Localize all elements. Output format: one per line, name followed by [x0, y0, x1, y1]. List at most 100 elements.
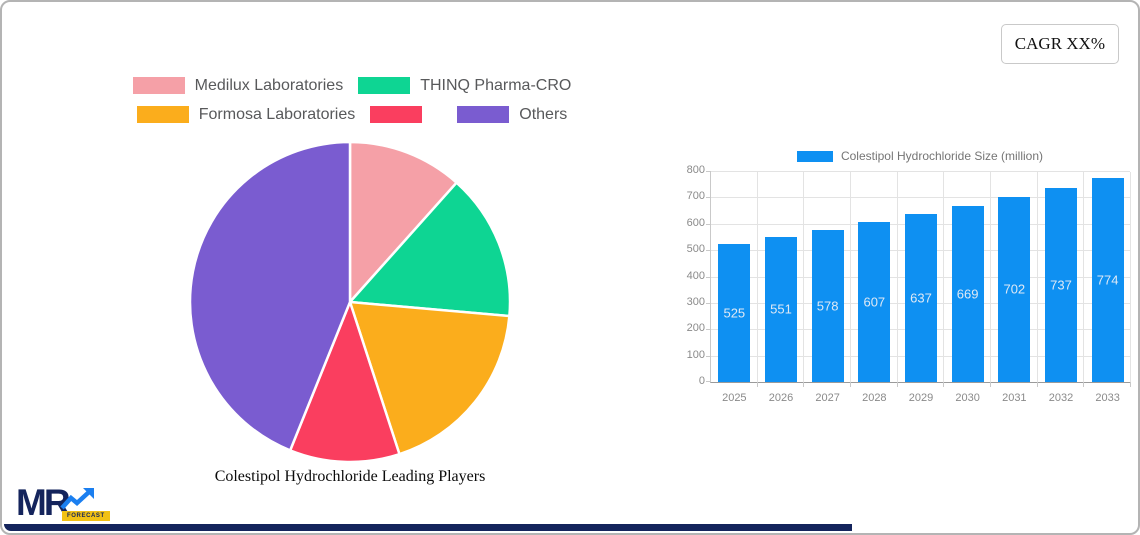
x-tick-mark [756, 382, 758, 387]
legend-label: Medilux Laboratories [194, 76, 344, 94]
y-tick-mark [706, 171, 711, 172]
bar-value-label: 637 [910, 290, 932, 306]
bar-2029[interactable]: 637 [905, 214, 937, 382]
bar-value-label: 607 [863, 294, 886, 310]
v-gridline [803, 172, 805, 382]
pie-chart-svg [188, 140, 512, 464]
y-tick-label: 500 [686, 243, 705, 256]
bar-2028[interactable]: 607 [858, 221, 891, 382]
y-tick-mark [706, 302, 711, 304]
y-tick-mark [706, 276, 711, 278]
bottom-brand-bar [4, 524, 852, 531]
pie-slice-medilux-laboratories[interactable] [348, 140, 458, 304]
bar-2025[interactable]: 525 [718, 243, 751, 382]
y-tick-label: 600 [686, 216, 705, 229]
x-tick-label-2027: 2027 [815, 392, 840, 404]
x-tick-mark [990, 382, 991, 387]
bar-chart-legend[interactable]: Colestipol Hydrochloride Size (million) [710, 149, 1130, 163]
v-gridline [943, 172, 945, 382]
x-tick-mark [1130, 382, 1131, 387]
x-tick-label-2031: 2031 [1002, 392, 1027, 404]
x-tick-mark [850, 382, 851, 387]
x-tick-label-2028: 2028 [862, 392, 887, 404]
pie-chart [185, 137, 515, 467]
pie-slice-unlabeled[interactable] [288, 300, 401, 464]
legend-row-2: Formosa Laboratories Others [97, 106, 607, 123]
x-tick-label-2029: 2029 [908, 392, 934, 404]
x-tick-label-2025: 2025 [722, 392, 747, 404]
y-tick-label: 400 [686, 269, 705, 282]
v-gridline [1130, 172, 1131, 382]
y-tick-mark [706, 381, 711, 382]
pie-legend: Medilux Laboratories THINQ Pharma-CRO Form… [97, 77, 607, 135]
y-tick-mark [706, 223, 711, 225]
x-tick-mark [1036, 382, 1038, 387]
bar-series-name: Colestipol Hydrochloride Size (million) [840, 149, 1044, 163]
legend-swatch [370, 106, 423, 123]
bar-value-label: 774 [1096, 272, 1119, 288]
legend-swatch [457, 106, 510, 123]
x-tick-mark [896, 382, 898, 387]
y-tick-mark [706, 250, 711, 252]
legend-item-others[interactable]: Others [457, 106, 567, 124]
y-tick-mark [706, 355, 711, 357]
bar-legend-swatch [796, 150, 833, 162]
h-gridline [711, 197, 1130, 199]
legend-row-1: Medilux Laboratories THINQ Pharma-CRO [97, 77, 607, 94]
pie-slice-formosa-laboratories[interactable] [348, 300, 511, 456]
bar-value-label: 702 [1003, 281, 1026, 297]
legend-label: THINQ Pharma-CRO [420, 76, 572, 94]
mr-forecast-logo: MR FORECAST [16, 482, 126, 524]
y-tick-label: 0 [698, 375, 705, 387]
legend-item-formosa-laboratories[interactable]: Formosa Laboratories [136, 105, 356, 124]
pie-chart-title: Colestipol Hydrochloride Leading Players [214, 468, 486, 485]
legend-item-medilux-laboratories[interactable]: Medilux Laboratories [132, 76, 344, 95]
bar-value-label: 551 [770, 301, 792, 317]
y-tick-label: 700 [686, 190, 705, 203]
bar-value-label: 669 [956, 286, 979, 302]
x-tick-label-2033: 2033 [1095, 392, 1120, 404]
y-tick-label: 300 [686, 295, 705, 308]
y-tick-mark [706, 197, 711, 199]
trend-arrow-icon [60, 488, 94, 510]
bar-value-label: 737 [1050, 277, 1072, 293]
v-gridline [990, 172, 991, 382]
v-gridline [850, 172, 851, 382]
x-tick-label-2026: 2026 [768, 392, 794, 404]
legend-swatch [132, 77, 185, 94]
legend-label: Formosa Laboratories [198, 105, 356, 123]
bar-2030[interactable]: 669 [951, 205, 984, 382]
h-gridline [711, 171, 1130, 172]
x-tick-label-2032: 2032 [1048, 392, 1074, 404]
legend-item-unlabeled[interactable] [370, 106, 442, 123]
bar-2031[interactable]: 702 [998, 196, 1031, 382]
y-tick-label: 100 [686, 348, 705, 361]
v-gridline [896, 172, 898, 382]
y-tick-label: 200 [686, 322, 705, 335]
bar-chart: Colestipol Hydrochloride Size (million) … [687, 145, 1140, 420]
x-tick-mark [803, 382, 805, 387]
logo-mr-text: MR [16, 482, 71, 523]
v-gridline [1036, 172, 1038, 382]
bar-value-label: 578 [816, 298, 839, 314]
bar-2026[interactable]: 551 [765, 236, 797, 382]
bar-2027[interactable]: 578 [811, 229, 844, 382]
legend-swatch [136, 106, 189, 123]
bar-2032[interactable]: 737 [1045, 187, 1077, 382]
cagr-badge: CAGR XX% [1000, 24, 1119, 64]
x-tick-mark [1083, 382, 1085, 387]
legend-swatch [358, 77, 411, 94]
pie-slice-thinq-pharma-cro[interactable] [348, 181, 512, 318]
bar-value-label: 525 [723, 305, 746, 321]
y-tick-mark [706, 329, 711, 331]
v-gridline [756, 172, 758, 382]
legend-item-thinq-pharma-cro[interactable]: THINQ Pharma-CRO [358, 77, 571, 95]
x-tick-label-2030: 2030 [955, 392, 980, 404]
bar-plot-area: 0 100 200 300 400 500 600 700 800 525 2025 551 2026 5… [687, 165, 1131, 404]
pie-slice-others[interactable] [188, 140, 352, 452]
bar-2033[interactable]: 774 [1091, 177, 1124, 382]
legend-label: Others [519, 105, 568, 123]
x-tick-mark [943, 382, 945, 387]
logo-forecast-badge: FORECAST [62, 511, 110, 521]
